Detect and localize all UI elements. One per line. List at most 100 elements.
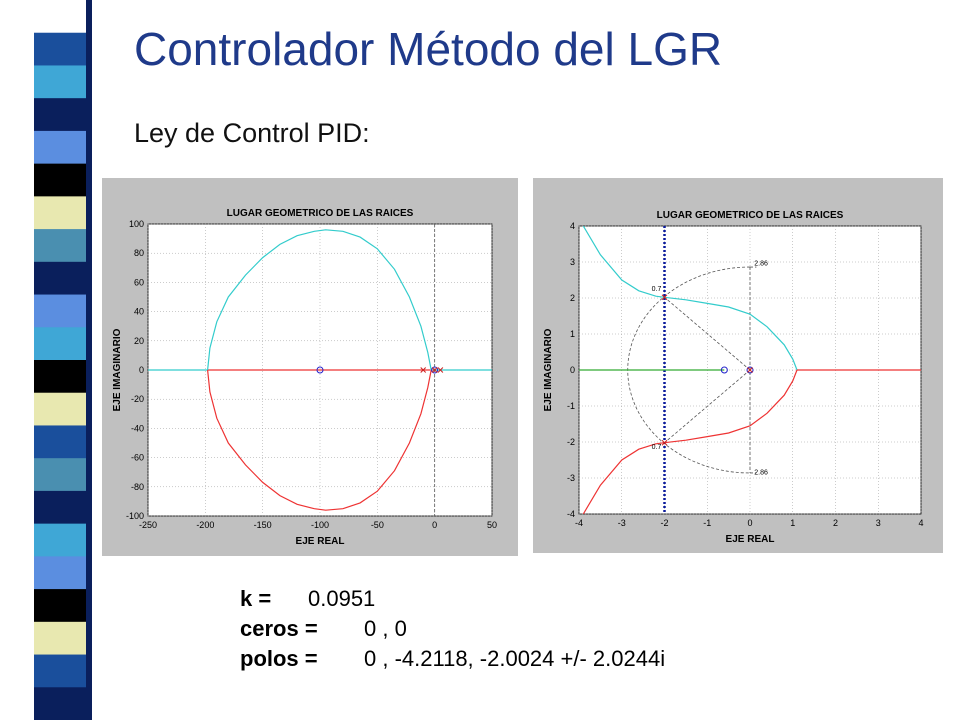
pole-marker — [431, 367, 438, 373]
locus-branch — [207, 229, 432, 371]
y-tick-label: 100 — [129, 219, 144, 229]
stripe-block — [34, 687, 86, 720]
y-tick-label: 40 — [134, 307, 144, 317]
stripe-block — [34, 65, 86, 99]
x-tick-label: 3 — [876, 518, 881, 528]
pole-marker — [437, 367, 444, 373]
stripe-block — [34, 163, 86, 197]
slide-subtitle: Ley de Control PID: — [134, 118, 370, 148]
pole-marker — [420, 367, 427, 373]
y-axis-label: EJE IMAGINARIO — [112, 328, 123, 411]
root-locus-plot-left: -250 -200 -150 -100 -50 0 50 -100 -80 -60 -40 -20 0 2… — [102, 178, 518, 556]
pole-marker — [747, 367, 753, 373]
pole-marker — [661, 294, 668, 301]
stripe-block — [34, 294, 86, 328]
y-tick-label: 0 — [139, 365, 144, 375]
gain-label: k = — [240, 586, 272, 611]
x-tick-label: 4 — [918, 518, 923, 528]
y-axis-label: EJE IMAGINARIO — [543, 328, 554, 411]
poles-label: polos = — [240, 646, 318, 671]
root-locus-chart-right: -4 -3 -2 -1 0 1 2 3 4 -4 -3 -2 -1 0 1 2 3 4 LUGAR GEOMETRI… — [543, 210, 924, 545]
stripe-block — [34, 490, 86, 525]
x-tick-label: -250 — [139, 520, 157, 530]
locus-branch — [664, 296, 798, 371]
decorative-stripes — [34, 0, 92, 720]
x-axis-label: EJE REAL — [726, 534, 775, 545]
x-tick-label: 1 — [790, 518, 795, 528]
stripe-block — [34, 229, 86, 263]
stripe-block — [34, 360, 86, 394]
annotation-label: 2.86 — [754, 469, 768, 476]
damping-ray — [664, 369, 751, 444]
plot-content — [148, 224, 492, 516]
y-tick-label: 80 — [134, 248, 144, 258]
plot-content: 2.86 2.86 0.7 0.7 — [579, 226, 921, 514]
x-tick-label: 0 — [432, 520, 437, 530]
stripe-block — [34, 130, 86, 165]
locus-branch — [207, 369, 432, 511]
stripe-block — [34, 0, 86, 34]
y-tick-label: -100 — [126, 511, 144, 521]
annotation-label: 0.7 — [652, 286, 662, 293]
locus-branch — [582, 226, 665, 298]
stripe-block — [34, 589, 86, 623]
y-tick-label: -40 — [131, 423, 144, 433]
stripe-block — [34, 98, 86, 132]
y-tick-label: 20 — [134, 336, 144, 346]
y-tick-label: -20 — [131, 394, 144, 404]
zeros-value: 0 , 0 — [364, 616, 407, 641]
damping-ray — [664, 296, 751, 371]
x-tick-label: 0 — [747, 518, 752, 528]
y-tick-label: -3 — [567, 473, 575, 483]
annotation-label: 0.7 — [652, 444, 662, 451]
poles-value: 0 , -4.2118, -2.0024 +/- 2.0244i — [364, 646, 666, 671]
y-tick-label: 3 — [570, 257, 575, 267]
y-tick-label: 4 — [570, 221, 575, 231]
x-tick-label: -200 — [196, 520, 214, 530]
annotation-label: 2.86 — [754, 261, 768, 268]
x-tick-label: -1 — [703, 518, 711, 528]
y-tick-label: 2 — [570, 293, 575, 303]
root-locus-plot-right: -4 -3 -2 -1 0 1 2 3 4 -4 -3 -2 -1 0 1 2 3 4 LUGAR GEOMETRI… — [533, 178, 943, 553]
x-tick-label: -50 — [371, 520, 384, 530]
zero-marker — [431, 366, 439, 374]
stripe-block — [34, 556, 86, 590]
zero-marker — [316, 366, 324, 374]
stripe-block — [34, 392, 86, 426]
x-tick-label: 2 — [833, 518, 838, 528]
x-tick-label: 50 — [487, 520, 497, 530]
stripe-block — [34, 196, 86, 230]
stripe-block — [34, 523, 86, 557]
x-tick-label: -100 — [311, 520, 329, 530]
y-tick-label: 1 — [570, 329, 575, 339]
pole-marker — [661, 439, 668, 446]
zero-marker — [746, 366, 754, 374]
stripe-block — [34, 654, 86, 688]
y-tick-label: -1 — [567, 401, 575, 411]
stripe-block — [34, 32, 86, 66]
y-tick-label: -4 — [567, 509, 575, 519]
y-tick-label: -2 — [567, 437, 575, 447]
locus-branch — [664, 369, 798, 444]
locus-branch — [582, 442, 665, 514]
x-axis-label: EJE REAL — [296, 536, 345, 547]
gain-value: 0.0951 — [308, 586, 376, 611]
x-tick-label: -150 — [254, 520, 272, 530]
y-tick-label: -80 — [131, 482, 144, 492]
slide-title: Controlador Método del LGR — [134, 23, 723, 75]
zeros-label: ceros = — [240, 616, 318, 641]
stripe-block — [34, 621, 86, 656]
root-locus-chart-left: -250 -200 -150 -100 -50 0 50-100-80-60-40-2002… — [112, 208, 497, 547]
y-tick-label: 0 — [570, 365, 575, 375]
stripe-block — [34, 425, 86, 459]
y-tick-label: -60 — [131, 453, 144, 463]
stripe-block — [34, 327, 86, 361]
stripe-block — [34, 458, 86, 492]
stripe-block — [34, 261, 86, 296]
x-tick-label: -4 — [575, 518, 583, 528]
stripe-edge — [86, 0, 92, 720]
x-tick-label: -2 — [660, 518, 668, 528]
y-tick-label: 60 — [134, 277, 144, 287]
zero-marker — [720, 366, 728, 374]
x-tick-label: -3 — [618, 518, 626, 528]
